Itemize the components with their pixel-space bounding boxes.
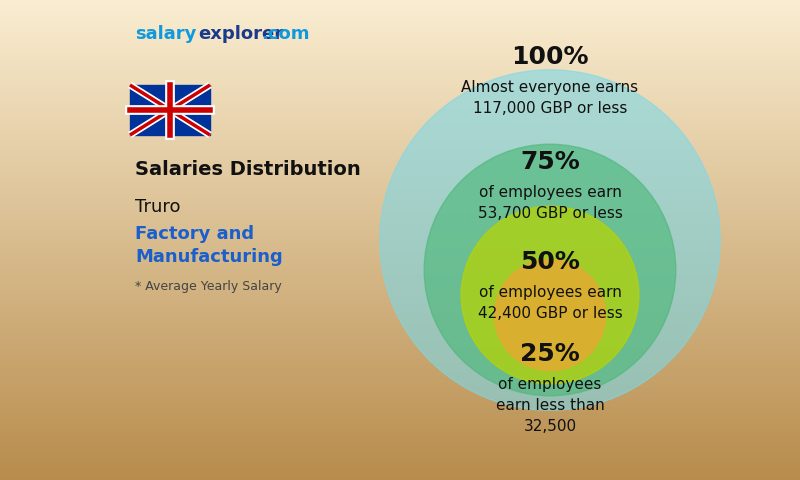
- Text: .com: .com: [261, 25, 310, 43]
- Text: of employees earn
53,700 GBP or less: of employees earn 53,700 GBP or less: [478, 185, 622, 221]
- Text: explorer: explorer: [198, 25, 283, 43]
- Text: 50%: 50%: [520, 250, 580, 274]
- Text: * Average Yearly Salary: * Average Yearly Salary: [135, 280, 282, 293]
- Circle shape: [424, 144, 676, 396]
- Text: Almost everyone earns
117,000 GBP or less: Almost everyone earns 117,000 GBP or les…: [462, 80, 638, 116]
- Bar: [130, 85, 210, 135]
- Text: 25%: 25%: [520, 342, 580, 366]
- Text: 75%: 75%: [520, 150, 580, 174]
- Text: 100%: 100%: [511, 45, 589, 69]
- Text: Salaries Distribution: Salaries Distribution: [135, 160, 361, 179]
- Text: of employees
earn less than
32,500: of employees earn less than 32,500: [496, 377, 604, 434]
- Text: Truro: Truro: [135, 198, 181, 216]
- Text: Factory and
Manufacturing: Factory and Manufacturing: [135, 225, 282, 266]
- Text: of employees earn
42,400 GBP or less: of employees earn 42,400 GBP or less: [478, 285, 622, 321]
- Circle shape: [461, 206, 638, 384]
- Circle shape: [494, 260, 606, 371]
- Circle shape: [380, 70, 720, 410]
- Text: salary: salary: [135, 25, 196, 43]
